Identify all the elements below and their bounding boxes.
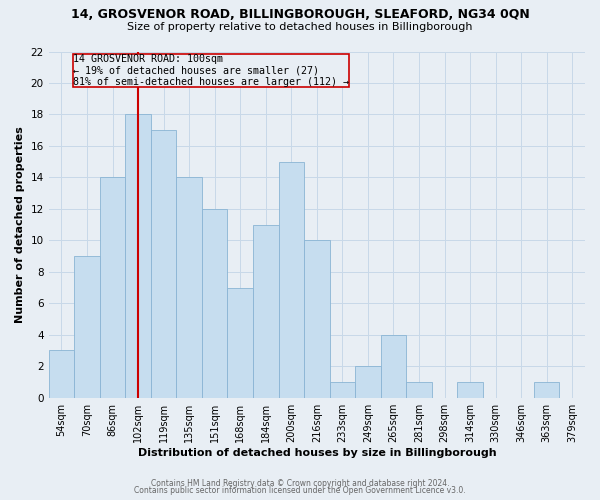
- Text: 14, GROSVENOR ROAD, BILLINGBOROUGH, SLEAFORD, NG34 0QN: 14, GROSVENOR ROAD, BILLINGBOROUGH, SLEA…: [71, 8, 529, 20]
- Text: Size of property relative to detached houses in Billingborough: Size of property relative to detached ho…: [127, 22, 473, 32]
- Text: Contains public sector information licensed under the Open Government Licence v3: Contains public sector information licen…: [134, 486, 466, 495]
- Bar: [304, 240, 329, 398]
- Bar: [202, 209, 227, 398]
- Bar: [253, 224, 278, 398]
- Bar: [74, 256, 100, 398]
- Bar: [380, 335, 406, 398]
- Bar: [329, 382, 355, 398]
- Bar: [227, 288, 253, 398]
- Text: Contains HM Land Registry data © Crown copyright and database right 2024.: Contains HM Land Registry data © Crown c…: [151, 478, 449, 488]
- Bar: [278, 162, 304, 398]
- Bar: [355, 366, 380, 398]
- Bar: [100, 178, 125, 398]
- Bar: [457, 382, 483, 398]
- X-axis label: Distribution of detached houses by size in Billingborough: Distribution of detached houses by size …: [137, 448, 496, 458]
- Bar: [125, 114, 151, 398]
- Text: 14 GROSVENOR ROAD: 100sqm
← 19% of detached houses are smaller (27)
81% of semi-: 14 GROSVENOR ROAD: 100sqm ← 19% of detac…: [73, 54, 349, 87]
- Bar: [534, 382, 559, 398]
- Bar: [406, 382, 432, 398]
- Bar: [49, 350, 74, 398]
- Y-axis label: Number of detached properties: Number of detached properties: [15, 126, 25, 323]
- Bar: [176, 178, 202, 398]
- Bar: [151, 130, 176, 398]
